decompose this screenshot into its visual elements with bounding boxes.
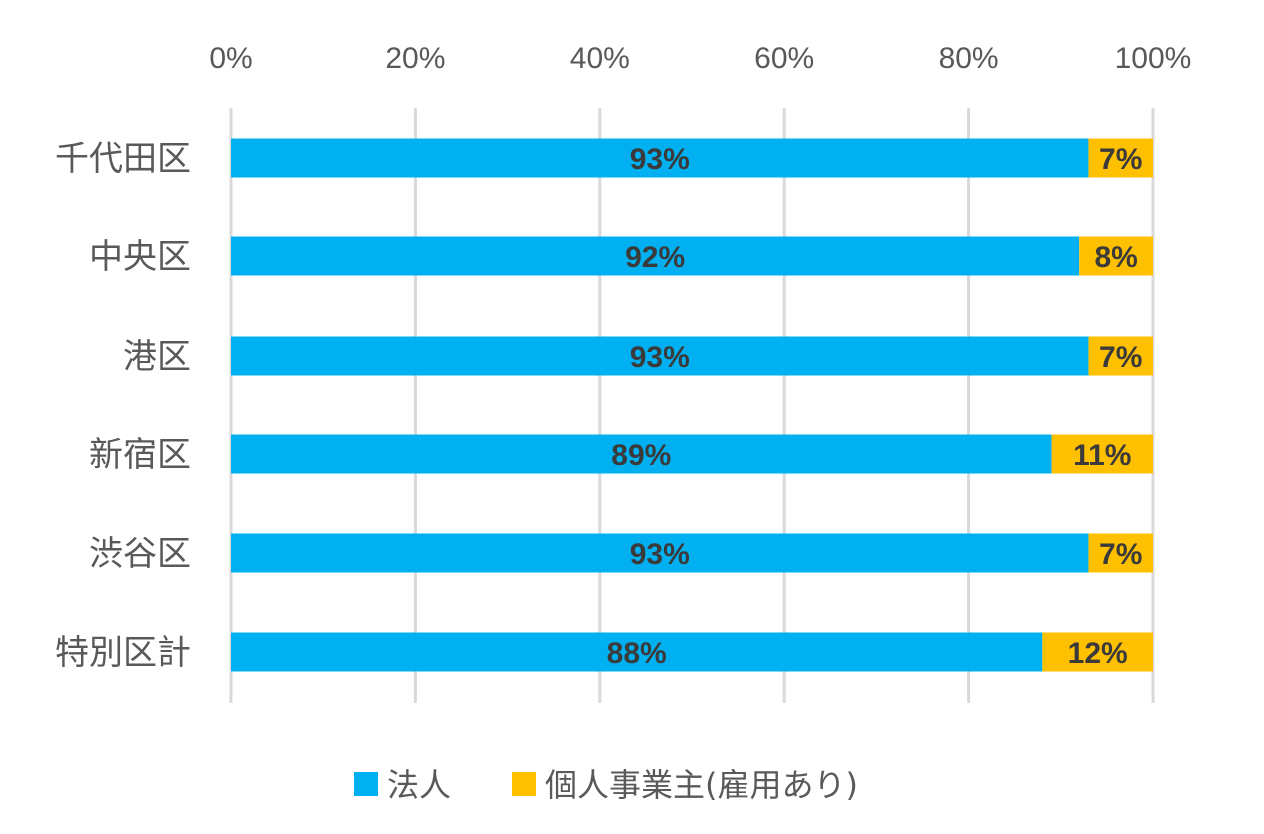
- data-label: 89%: [611, 439, 671, 472]
- x-tick-label: 100%: [1115, 42, 1192, 75]
- bar-kojin-4: [1088, 533, 1153, 573]
- category-label: 特別区計: [55, 633, 191, 673]
- data-label: 8%: [1094, 241, 1137, 274]
- x-axis-ticks: 0% 20% 40% 60% 80% 100%: [209, 42, 1191, 75]
- category-label: 中央区: [89, 237, 191, 277]
- legend: 法人 個人事業主(雇用あり): [354, 766, 858, 804]
- bar-houjin-2: [231, 336, 1089, 376]
- x-tick-label: 40%: [570, 42, 630, 75]
- bar-kojin-0: [1088, 138, 1153, 178]
- category-label: 新宿区: [89, 435, 191, 475]
- legend-label: 法人: [387, 766, 451, 804]
- data-label: 12%: [1068, 637, 1128, 670]
- data-label: 7%: [1099, 538, 1142, 571]
- bar-houjin-0: [231, 138, 1089, 178]
- bar-houjin-3: [231, 434, 1052, 474]
- gridlines: [229, 108, 1155, 703]
- data-label: 93%: [630, 538, 690, 571]
- data-label: 88%: [607, 637, 667, 670]
- bar-houjin-4: [231, 533, 1089, 573]
- bar-kojin-5: [1042, 632, 1153, 672]
- data-label: 92%: [625, 241, 685, 274]
- legend-label: 個人事業主(雇用あり): [545, 766, 858, 804]
- category-label: 港区: [123, 337, 191, 377]
- bar-houjin-1: [231, 236, 1080, 276]
- data-label: 7%: [1099, 143, 1142, 176]
- data-label: 93%: [630, 143, 690, 176]
- data-label: 7%: [1099, 341, 1142, 374]
- x-tick-label: 0%: [209, 42, 252, 75]
- data-label: 11%: [1073, 439, 1131, 472]
- legend-swatch: [354, 772, 378, 796]
- category-label: 渋谷区: [89, 534, 191, 574]
- bar-kojin-2: [1088, 336, 1153, 376]
- x-tick-label: 80%: [939, 42, 999, 75]
- category-label: 千代田区: [55, 139, 191, 179]
- legend-swatch: [512, 772, 536, 796]
- bar-kojin-3: [1051, 434, 1153, 474]
- bar-kojin-1: [1079, 236, 1153, 276]
- bars: 93% 7% 92% 8% 93% 7% 89% 11% 93% 7% 88% 12%: [231, 138, 1153, 672]
- x-tick-label: 20%: [385, 42, 445, 75]
- x-tick-label: 60%: [754, 42, 814, 75]
- bar-houjin-5: [231, 632, 1043, 672]
- data-label: 93%: [630, 341, 690, 374]
